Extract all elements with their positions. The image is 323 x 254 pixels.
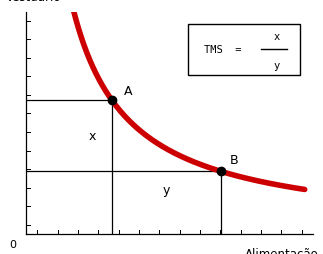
Text: x: x: [88, 130, 96, 143]
FancyBboxPatch shape: [188, 25, 300, 76]
Text: Vestuário: Vestuário: [6, 0, 61, 4]
Text: TMS  =: TMS =: [204, 45, 242, 55]
Text: A: A: [124, 85, 132, 98]
Text: 0: 0: [9, 239, 16, 249]
Text: B: B: [230, 153, 239, 166]
Text: Alimentação: Alimentação: [245, 247, 319, 254]
Text: x: x: [274, 32, 280, 42]
Text: y: y: [163, 183, 171, 196]
Text: y: y: [274, 61, 280, 71]
